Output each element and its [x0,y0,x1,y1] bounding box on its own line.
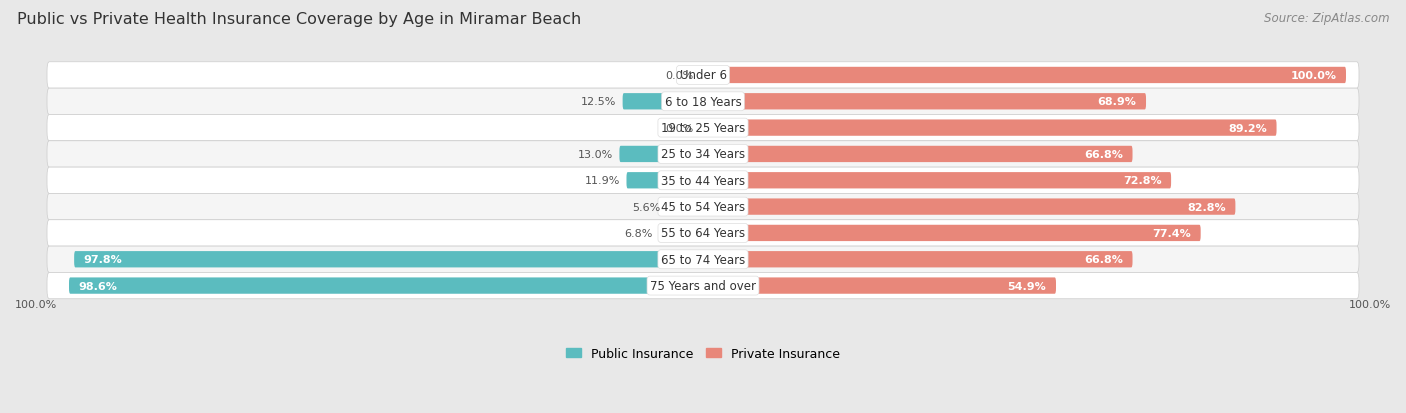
Text: 89.2%: 89.2% [1229,123,1267,133]
Text: 6 to 18 Years: 6 to 18 Years [665,95,741,109]
FancyBboxPatch shape [703,120,1277,136]
Text: 25 to 34 Years: 25 to 34 Years [661,148,745,161]
FancyBboxPatch shape [46,194,1360,220]
FancyBboxPatch shape [69,278,703,294]
Legend: Public Insurance, Private Insurance: Public Insurance, Private Insurance [567,347,839,360]
Text: 54.9%: 54.9% [1008,281,1046,291]
Text: 100.0%: 100.0% [1291,71,1336,81]
FancyBboxPatch shape [46,247,1360,273]
FancyBboxPatch shape [703,68,1346,84]
Text: 100.0%: 100.0% [15,299,58,309]
Text: 68.9%: 68.9% [1098,97,1136,107]
Text: 98.6%: 98.6% [79,281,118,291]
FancyBboxPatch shape [46,115,1360,141]
Text: 66.8%: 66.8% [1084,255,1123,265]
FancyBboxPatch shape [703,278,1056,294]
FancyBboxPatch shape [703,147,1132,163]
Text: 19 to 25 Years: 19 to 25 Years [661,122,745,135]
Text: 55 to 64 Years: 55 to 64 Years [661,227,745,240]
FancyBboxPatch shape [703,252,1132,268]
FancyBboxPatch shape [703,173,1171,189]
Text: 13.0%: 13.0% [578,150,613,159]
Text: 65 to 74 Years: 65 to 74 Years [661,253,745,266]
FancyBboxPatch shape [620,147,703,163]
Text: 45 to 54 Years: 45 to 54 Years [661,201,745,214]
Text: 77.4%: 77.4% [1153,228,1191,238]
Text: 5.6%: 5.6% [633,202,661,212]
FancyBboxPatch shape [666,199,703,215]
FancyBboxPatch shape [46,89,1360,115]
FancyBboxPatch shape [46,220,1360,247]
Text: 100.0%: 100.0% [1348,299,1391,309]
FancyBboxPatch shape [46,168,1360,194]
Text: 6.8%: 6.8% [624,228,652,238]
Text: 0.0%: 0.0% [665,123,693,133]
FancyBboxPatch shape [46,63,1360,89]
FancyBboxPatch shape [703,199,1236,215]
Text: 12.5%: 12.5% [581,97,616,107]
Text: 82.8%: 82.8% [1187,202,1226,212]
Text: Source: ZipAtlas.com: Source: ZipAtlas.com [1264,12,1389,25]
Text: 0.0%: 0.0% [665,71,693,81]
Text: 11.9%: 11.9% [585,176,620,186]
FancyBboxPatch shape [659,225,703,242]
Text: Public vs Private Health Insurance Coverage by Age in Miramar Beach: Public vs Private Health Insurance Cover… [17,12,581,27]
Text: 75 Years and over: 75 Years and over [650,280,756,292]
Text: 97.8%: 97.8% [84,255,122,265]
FancyBboxPatch shape [703,225,1201,242]
FancyBboxPatch shape [627,173,703,189]
FancyBboxPatch shape [75,252,703,268]
Text: 66.8%: 66.8% [1084,150,1123,159]
FancyBboxPatch shape [46,141,1360,168]
Text: 72.8%: 72.8% [1123,176,1161,186]
FancyBboxPatch shape [703,94,1146,110]
FancyBboxPatch shape [623,94,703,110]
Text: 35 to 44 Years: 35 to 44 Years [661,174,745,188]
Text: Under 6: Under 6 [679,69,727,82]
FancyBboxPatch shape [46,273,1360,299]
